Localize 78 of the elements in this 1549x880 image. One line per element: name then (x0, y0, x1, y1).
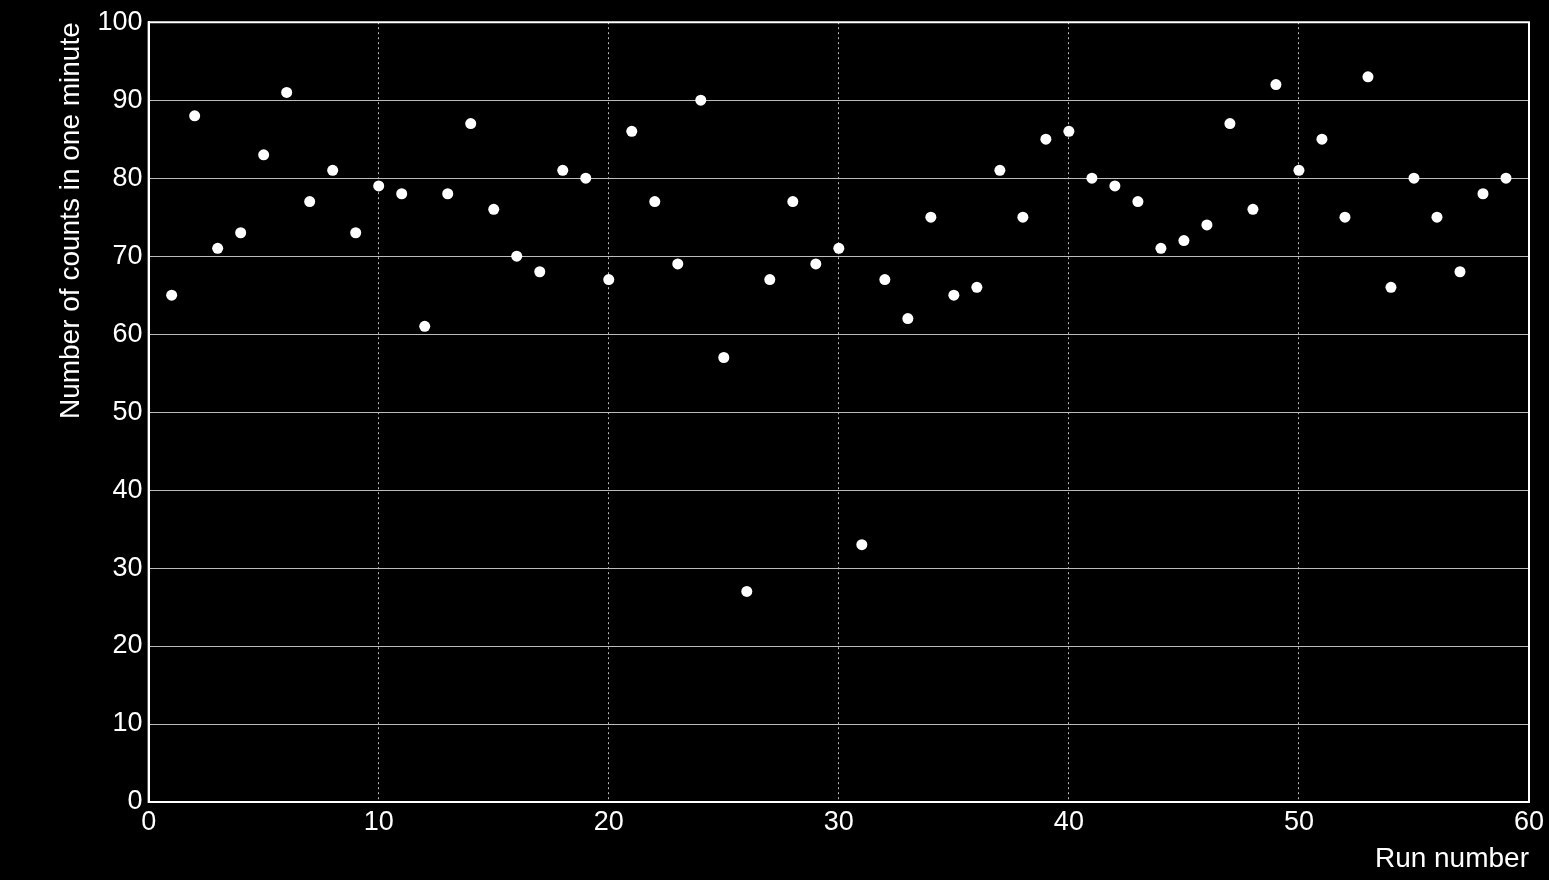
point (1385, 281, 1397, 293)
x-tick-label: 30 (823, 805, 854, 836)
point (626, 125, 638, 137)
point (327, 164, 339, 176)
point (695, 94, 707, 106)
point (925, 211, 937, 223)
point (902, 313, 914, 325)
point (534, 266, 546, 278)
point (1293, 164, 1305, 176)
point (948, 289, 960, 301)
point (442, 188, 454, 200)
point (672, 258, 684, 270)
point (649, 196, 661, 208)
point (971, 281, 983, 293)
point (557, 164, 569, 176)
point (1477, 188, 1489, 200)
point (1339, 211, 1351, 223)
point (1224, 118, 1236, 130)
x-tick-label: 10 (363, 805, 394, 836)
point (810, 258, 822, 270)
point (833, 242, 845, 254)
point (1362, 71, 1374, 83)
point (166, 289, 178, 301)
point (1132, 196, 1144, 208)
point (1270, 79, 1282, 91)
y-tick-label: 20 (112, 629, 143, 660)
point (787, 196, 799, 208)
point (1040, 133, 1052, 145)
x-tick-label: 60 (1513, 805, 1545, 836)
point (1316, 133, 1328, 145)
point (1017, 211, 1029, 223)
y-tick-label: 80 (112, 161, 143, 192)
point (511, 250, 523, 262)
y-tick-label: 0 (127, 785, 143, 816)
point (189, 110, 201, 122)
point (488, 203, 500, 215)
y-tick-label: 30 (112, 551, 143, 582)
point (304, 196, 316, 208)
x-tick-label: 20 (593, 805, 624, 836)
point (1408, 172, 1420, 184)
point (419, 320, 431, 332)
y-tick-label: 90 (112, 83, 143, 114)
point (1431, 211, 1443, 223)
point (465, 118, 477, 130)
point (1454, 266, 1466, 278)
point (1247, 203, 1259, 215)
point (1201, 219, 1213, 231)
point (1500, 172, 1512, 184)
point (258, 149, 270, 161)
point (235, 227, 247, 239)
y-tick-label: 40 (112, 473, 143, 504)
point (1155, 242, 1167, 254)
point (856, 539, 868, 551)
point (764, 274, 776, 286)
y-tick-label: 50 (112, 395, 143, 426)
point (994, 164, 1006, 176)
point (1086, 172, 1098, 184)
x-tick-label: 40 (1053, 805, 1084, 836)
point (580, 172, 592, 184)
point (396, 188, 408, 200)
point (718, 352, 730, 364)
y-tick-label: 60 (112, 317, 143, 348)
y-axis-title: Number of counts in one minute (53, 22, 85, 420)
point (1063, 125, 1075, 137)
point (373, 180, 385, 192)
point (1178, 235, 1190, 247)
x-tick-label: 50 (1283, 805, 1314, 836)
point (281, 86, 293, 98)
point (1109, 180, 1121, 192)
y-tick-label: 10 (112, 707, 143, 738)
point (741, 585, 753, 597)
y-tick-label: 70 (112, 239, 143, 270)
point (212, 242, 224, 254)
point (879, 274, 891, 286)
point (350, 227, 362, 239)
y-tick-label: 100 (97, 5, 143, 36)
x-axis-title: Run number (1374, 841, 1529, 873)
point (603, 274, 615, 286)
